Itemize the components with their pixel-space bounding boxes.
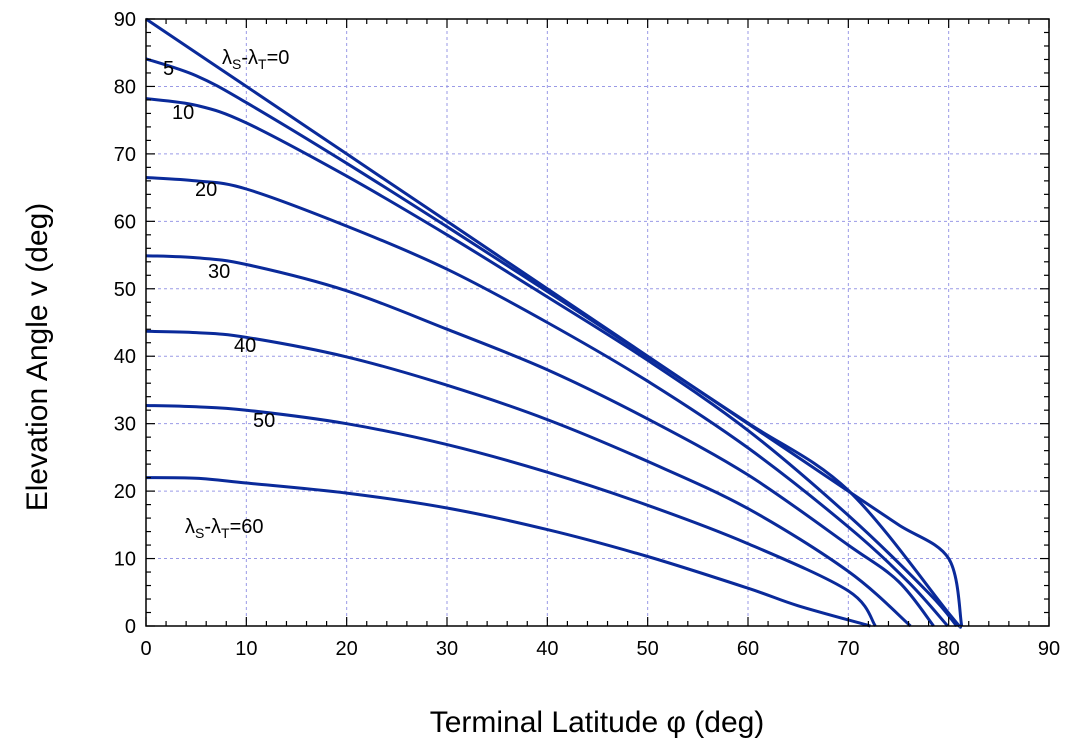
ticks [145, 18, 1050, 627]
series-line-2 [145, 97, 958, 627]
x-tick-label-90: 90 [1038, 638, 1060, 660]
label-10: 10 [172, 102, 194, 124]
x-tick-label-50: 50 [637, 638, 659, 660]
x-tick-label-0: 0 [140, 638, 151, 660]
label-20: 20 [195, 179, 217, 201]
label-60: λS-λT=60 [185, 516, 264, 541]
x-tick-label-40: 40 [536, 638, 558, 660]
x-tick-label-20: 20 [336, 638, 358, 660]
curve-labels: λS-λT=0 5 10 20 30 40 50 λS-λT=60 [163, 47, 289, 541]
series-line-6 [145, 404, 877, 627]
tick-labels: 0 10 20 30 40 50 60 70 80 90 0 10 20 30 40 50 60 70 80 90 [114, 9, 1060, 660]
label-0: λS-λT=0 [222, 47, 289, 72]
y-tick-label-50: 50 [114, 279, 136, 301]
label-5: 5 [163, 58, 174, 80]
y-tick-label-0: 0 [125, 616, 136, 638]
y-tick-label-10: 10 [114, 549, 136, 571]
y-tick-label-30: 30 [114, 414, 136, 436]
x-tick-label-60: 60 [737, 638, 759, 660]
series-group [145, 17, 964, 629]
x-tick-label-30: 30 [436, 638, 458, 660]
label-50: 50 [253, 410, 275, 432]
series-line-7 [145, 476, 871, 628]
y-tick-label-40: 40 [114, 346, 136, 368]
series-line-4 [145, 254, 935, 627]
x-tick-label-80: 80 [938, 638, 960, 660]
y-tick-label-90: 90 [114, 9, 136, 31]
y-tick-label-20: 20 [114, 481, 136, 503]
grid [146, 19, 1049, 626]
x-axis-label: Terminal Latitude φ (deg) [430, 706, 765, 739]
plot-frame [145, 18, 1050, 627]
y-tick-label-80: 80 [114, 76, 136, 98]
y-tick-label-70: 70 [114, 144, 136, 166]
label-30: 30 [208, 261, 230, 283]
x-tick-label-70: 70 [837, 638, 859, 660]
series-line-0 [145, 17, 964, 627]
y-tick-label-60: 60 [114, 211, 136, 233]
y-axis-label: Elevation Angle v (deg) [21, 203, 54, 512]
series-line-5 [145, 329, 912, 628]
series-line-3 [145, 176, 949, 628]
x-tick-label-10: 10 [235, 638, 257, 660]
series-line-1 [145, 57, 962, 629]
label-40: 40 [234, 335, 256, 357]
